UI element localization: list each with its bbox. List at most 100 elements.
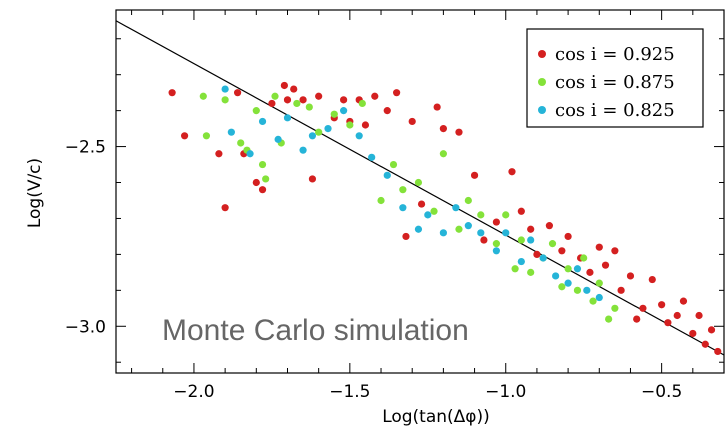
legend-marker-series-1: [538, 50, 546, 58]
y-axis-title: Log(V/c): [25, 158, 45, 228]
legend-label-series-3: cos i = 0.825: [555, 100, 675, 121]
data-point-series-1: [480, 236, 488, 244]
data-point-series-1: [633, 315, 641, 323]
data-point-series-1: [508, 168, 516, 176]
data-point-series-1: [371, 92, 379, 100]
data-point-series-1: [664, 319, 672, 327]
data-point-series-2: [252, 107, 260, 115]
data-point-series-3: [308, 132, 317, 140]
data-point-series-2: [548, 240, 557, 248]
data-point-series-2: [464, 196, 472, 205]
data-point-series-2: [573, 286, 582, 294]
data-point-series-2: [580, 254, 588, 262]
data-point-series-1: [439, 125, 447, 133]
data-point-series-1: [714, 347, 722, 356]
data-point-series-1: [648, 275, 656, 284]
data-points: [168, 81, 722, 356]
x-tick-label: −2.0: [173, 382, 214, 402]
data-point-series-3: [492, 247, 500, 255]
legend-label-series-1: cos i = 0.925: [555, 44, 675, 65]
data-point-series-2: [558, 283, 566, 291]
data-point-series-1: [299, 96, 307, 104]
data-point-series-2: [389, 160, 398, 169]
data-point-series-1: [383, 107, 391, 115]
y-tick-label: −2.5: [65, 138, 106, 158]
data-point-series-1: [402, 232, 410, 241]
x-tick-label: −0.5: [641, 382, 682, 402]
data-point-series-2: [430, 207, 438, 215]
data-point-series-2: [346, 121, 354, 129]
data-point-series-1: [168, 89, 176, 97]
data-point-series-3: [539, 254, 547, 262]
axis-ticks: −2.0 −1.5 −1.0 −0.5 −2.5 −3.0: [65, 10, 724, 402]
data-point-series-2: [502, 211, 510, 219]
data-point-series-2: [258, 160, 267, 169]
data-point-series-1: [280, 81, 288, 90]
data-point-series-1: [658, 301, 666, 309]
data-point-series-2: [455, 225, 463, 233]
data-point-series-1: [315, 92, 323, 100]
data-point-series-1: [545, 222, 553, 230]
data-point-series-3: [464, 222, 472, 230]
annotation-text: Monte Carlo simulation: [162, 314, 469, 347]
data-point-series-1: [517, 207, 525, 215]
data-point-series-1: [707, 326, 716, 334]
legend: cos i = 0.925 cos i = 0.875 cos i = 0.82…: [526, 28, 704, 128]
data-point-series-2: [589, 297, 597, 305]
data-point-series-2: [358, 99, 366, 108]
data-point-series-1: [601, 261, 610, 269]
x-tick-label: −1.5: [329, 382, 370, 402]
data-point-series-1: [221, 204, 229, 212]
data-point-series-1: [611, 247, 619, 255]
data-point-series-1: [470, 171, 479, 179]
data-point-series-1: [393, 89, 401, 97]
data-point-series-2: [315, 128, 323, 136]
data-point-series-1: [679, 297, 688, 305]
data-point-series-3: [552, 272, 560, 280]
data-point-series-3: [246, 150, 254, 158]
data-point-series-1: [290, 85, 298, 93]
data-point-series-1: [455, 128, 463, 136]
data-point-series-3: [227, 128, 235, 136]
data-point-series-3: [573, 265, 582, 273]
data-point-series-3: [414, 225, 423, 233]
data-point-series-2: [414, 178, 423, 187]
data-point-series-2: [330, 110, 338, 118]
data-point-series-2: [439, 150, 447, 158]
data-point-series-3: [424, 211, 432, 219]
data-point-series-3: [399, 204, 407, 212]
data-point-series-1: [283, 96, 292, 104]
data-point-series-2: [199, 92, 207, 100]
data-point-series-1: [417, 200, 426, 208]
data-point-series-1: [673, 311, 681, 320]
x-tick-label: −1.0: [485, 382, 526, 402]
data-point-series-1: [701, 340, 709, 348]
data-point-series-1: [595, 243, 603, 251]
data-point-series-1: [308, 175, 317, 183]
legend-box: [526, 28, 704, 128]
data-point-series-1: [433, 103, 441, 111]
data-point-series-1: [252, 178, 260, 187]
data-point-series-1: [558, 247, 566, 255]
data-point-series-1: [408, 117, 416, 126]
data-point-series-3: [221, 85, 229, 93]
data-point-series-3: [477, 229, 485, 237]
data-point-series-3: [439, 229, 447, 237]
data-point-series-2: [202, 132, 211, 140]
data-point-series-2: [511, 265, 519, 273]
data-point-series-1: [639, 304, 647, 312]
data-point-series-3: [595, 293, 603, 302]
data-point-series-2: [595, 279, 603, 287]
y-tick-label: −3.0: [65, 317, 106, 337]
plot-frame: [115, 9, 725, 374]
data-point-series-3: [517, 257, 525, 266]
data-point-series-2: [271, 92, 279, 100]
data-point-series-2: [221, 96, 229, 104]
x-axis-title: Log(tan(Δφ)): [382, 407, 490, 427]
data-point-series-2: [237, 139, 245, 147]
data-point-series-3: [274, 135, 282, 143]
fit-line: [115, 20, 725, 356]
data-point-series-1: [689, 329, 697, 338]
data-point-series-3: [452, 204, 460, 212]
